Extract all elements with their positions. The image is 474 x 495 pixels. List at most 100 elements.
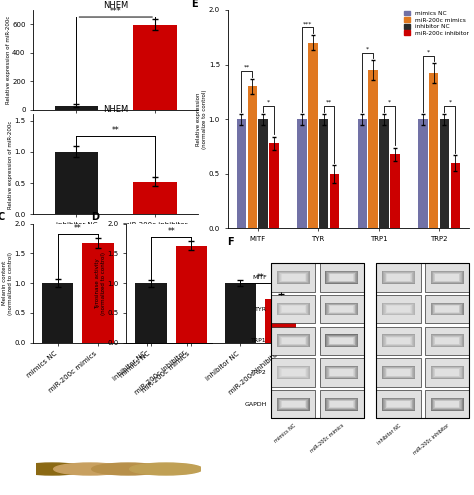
Bar (279, 272, 308, 283)
Bar (328, 399, 356, 409)
Bar (435, 400, 459, 408)
Bar (276, 398, 310, 410)
Bar (387, 369, 410, 376)
Bar (384, 367, 413, 378)
Bar (280, 368, 306, 377)
Bar (297, 119, 307, 229)
Bar (330, 174, 339, 229)
Text: *: * (448, 100, 451, 105)
Bar (134, 25, 177, 110)
Text: F: F (228, 237, 234, 247)
Bar (271, 390, 315, 418)
Bar (271, 327, 315, 355)
Text: **: ** (244, 65, 250, 70)
Title: NHEM: NHEM (103, 1, 128, 10)
Bar (385, 337, 411, 345)
Bar (435, 274, 459, 281)
Bar (329, 369, 354, 376)
Bar (379, 119, 389, 229)
Bar (382, 398, 415, 410)
Bar (281, 400, 306, 408)
Bar (328, 304, 356, 314)
Text: TRP1: TRP1 (251, 338, 267, 344)
Bar (328, 305, 355, 313)
Bar (382, 366, 415, 379)
Bar (319, 263, 364, 292)
Bar (382, 271, 415, 284)
Bar (386, 274, 411, 281)
Bar (42, 283, 73, 343)
Bar (282, 401, 305, 407)
Bar (376, 358, 421, 387)
Bar (386, 305, 411, 313)
Bar (382, 335, 415, 347)
Bar (383, 271, 414, 283)
Bar (385, 400, 411, 408)
Bar (271, 263, 315, 292)
Bar (434, 368, 460, 377)
Text: E: E (191, 0, 198, 9)
Bar (319, 327, 364, 355)
Bar (279, 304, 308, 314)
Text: miR-200c mimics: miR-200c mimics (310, 423, 345, 454)
Bar (383, 398, 414, 410)
Bar (431, 303, 463, 315)
Bar (278, 367, 309, 378)
Bar (451, 163, 460, 229)
Circle shape (54, 463, 127, 475)
Bar (319, 119, 328, 229)
Bar (258, 119, 268, 229)
Bar (385, 368, 412, 377)
Text: TYR: TYR (255, 306, 267, 311)
Bar (325, 335, 358, 347)
Text: **: ** (74, 224, 82, 233)
Bar (330, 274, 353, 281)
Bar (277, 335, 309, 346)
Bar (327, 336, 356, 346)
Bar (281, 337, 306, 345)
Bar (436, 274, 459, 281)
Y-axis label: Relative expression
(normalize to control): Relative expression (normalize to contro… (196, 90, 207, 149)
Bar (327, 367, 356, 378)
Bar (385, 304, 412, 314)
Bar (431, 335, 463, 346)
Bar (328, 368, 355, 377)
Bar (434, 305, 460, 313)
Bar (282, 274, 305, 281)
Text: **: ** (112, 126, 119, 135)
Text: miR-200c inhibitor: miR-200c inhibitor (412, 423, 450, 456)
Bar (430, 335, 464, 347)
Text: D: D (91, 212, 99, 222)
Text: ***: *** (110, 7, 122, 16)
Bar (430, 271, 464, 284)
Bar (279, 399, 307, 409)
Bar (386, 369, 411, 376)
Bar (432, 335, 462, 346)
Bar (328, 337, 355, 345)
Text: C: C (0, 212, 5, 222)
Bar (430, 398, 464, 410)
Bar (328, 273, 356, 282)
Bar (383, 303, 414, 315)
Bar (425, 358, 469, 387)
Bar (325, 366, 358, 379)
Bar (387, 274, 410, 281)
Bar (276, 303, 310, 315)
Text: ***: *** (302, 21, 312, 26)
Bar (385, 273, 411, 282)
Bar (280, 305, 306, 313)
Bar (55, 106, 98, 110)
Bar (326, 367, 357, 379)
Bar (383, 303, 414, 315)
Bar (326, 303, 357, 315)
Bar (376, 263, 421, 292)
Bar (278, 398, 309, 410)
Bar (327, 367, 357, 378)
Bar (382, 303, 415, 315)
Bar (436, 369, 459, 376)
Bar (279, 304, 307, 314)
Bar (385, 368, 411, 377)
Bar (328, 273, 355, 282)
Bar (430, 366, 464, 379)
Y-axis label: Tyrosinase activity
(normalized to control): Tyrosinase activity (normalized to contr… (95, 251, 106, 315)
